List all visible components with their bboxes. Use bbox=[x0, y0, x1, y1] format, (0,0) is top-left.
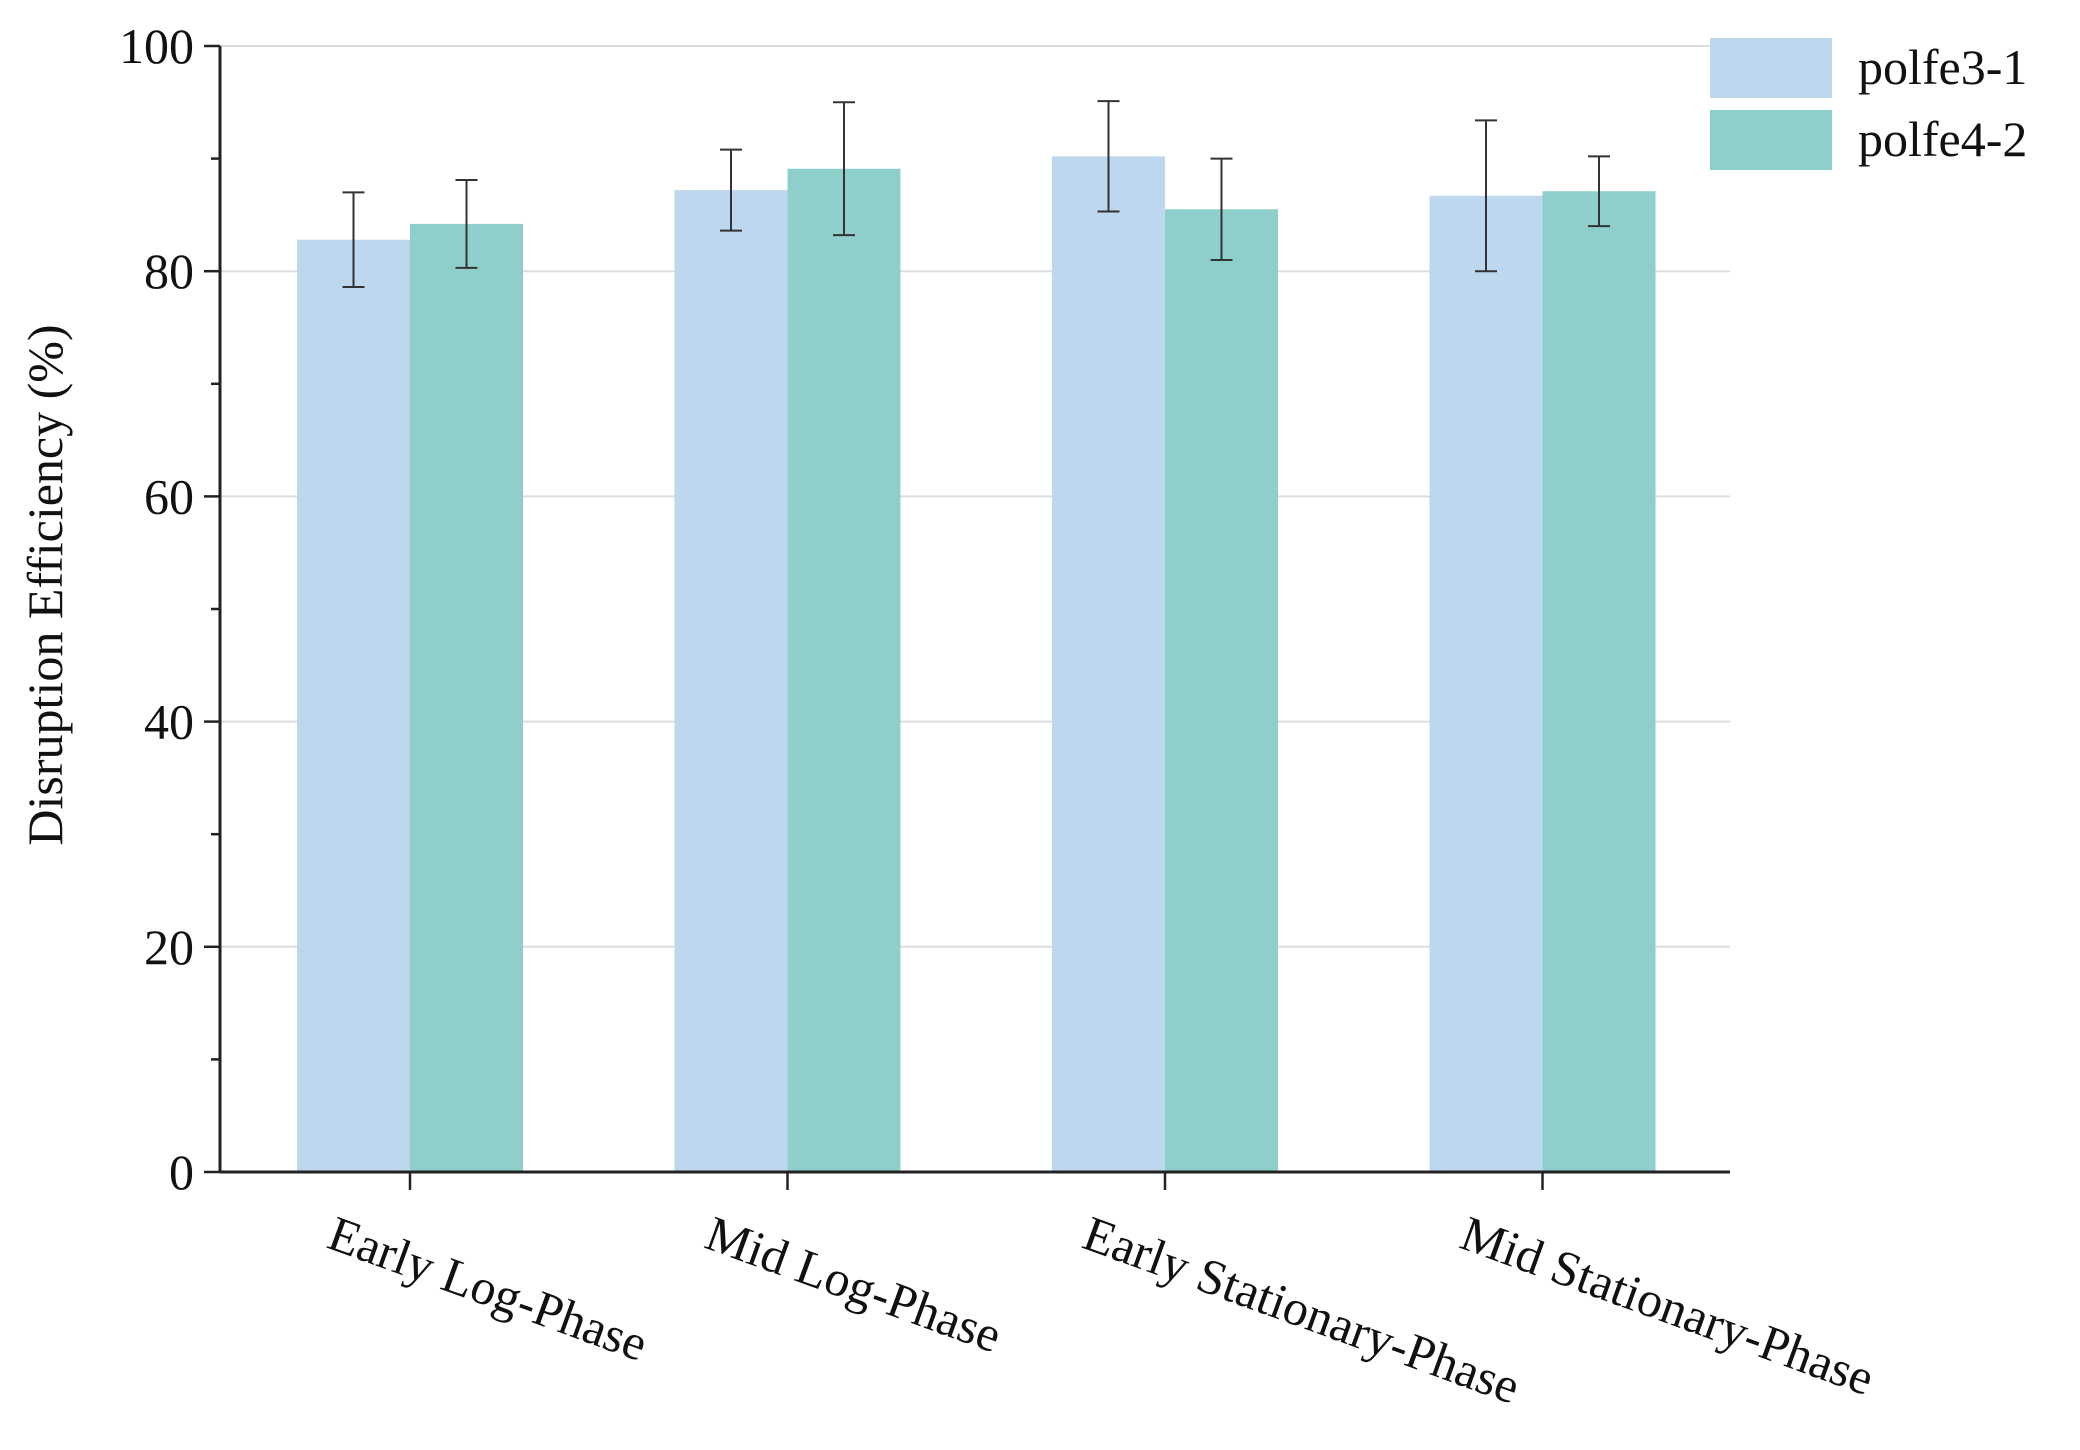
y-tick-label: 0 bbox=[169, 1144, 194, 1200]
y-axis-title: Disruption Efficiency (%) bbox=[17, 324, 73, 845]
bars bbox=[297, 156, 1656, 1173]
y-tick-label: 60 bbox=[144, 468, 194, 524]
bar-polfe3-1-4 bbox=[1429, 195, 1543, 1172]
bar-polfe4-2-3 bbox=[1165, 209, 1278, 1172]
bar-polfe3-1-1 bbox=[297, 239, 410, 1172]
error-bars bbox=[342, 100, 1610, 288]
y-tick-label: 80 bbox=[144, 243, 194, 299]
bar-polfe4-2-2 bbox=[787, 168, 901, 1172]
x-category-label: Early Stationary-Phase bbox=[1076, 1205, 1527, 1415]
bar-polfe3-1-2 bbox=[674, 190, 788, 1173]
y-tick-label: 40 bbox=[144, 694, 194, 750]
x-category-label: Early Log-Phase bbox=[321, 1205, 655, 1372]
legend-label-polfe3-1: polfe3-1 bbox=[1858, 39, 2027, 95]
y-axis-ticks: 0 20 40 60 80 100 bbox=[119, 18, 220, 1200]
bar-polfe4-2-1 bbox=[410, 223, 523, 1172]
legend-swatch-polfe3-1 bbox=[1710, 38, 1832, 98]
bar-polfe3-1-3 bbox=[1052, 156, 1165, 1172]
legend-label-polfe4-2: polfe4-2 bbox=[1858, 111, 2027, 167]
legend-swatch-polfe4-2 bbox=[1710, 110, 1832, 170]
y-tick-label: 20 bbox=[144, 919, 194, 975]
x-category-label: Mid Log-Phase bbox=[699, 1205, 1009, 1364]
x-axis-category-labels: Early Log-Phase Mid Log-Phase Early Statio… bbox=[321, 1205, 1881, 1415]
legend: polfe3-1 polfe4-2 bbox=[1710, 38, 2027, 170]
bar-polfe4-2-4 bbox=[1542, 191, 1656, 1172]
y-tick-label: 100 bbox=[119, 18, 194, 74]
